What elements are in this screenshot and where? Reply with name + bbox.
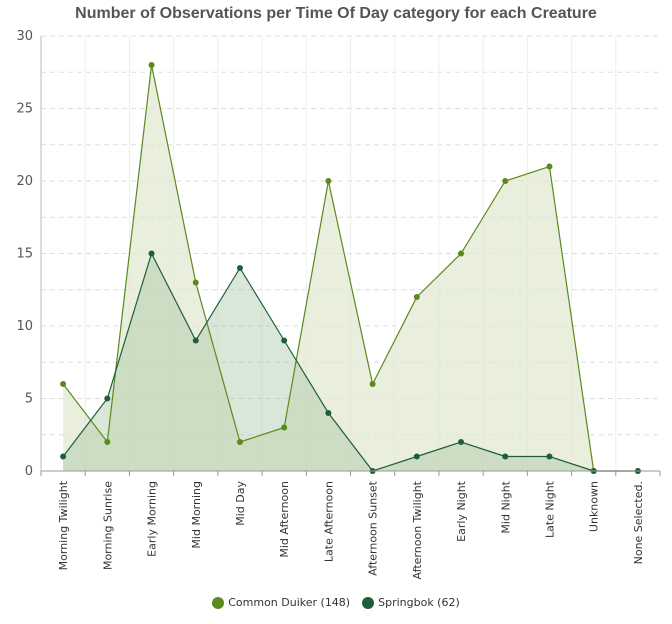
y-tick-label: 15 <box>16 247 33 262</box>
data-point <box>369 381 376 387</box>
y-tick-label: 0 <box>25 464 33 479</box>
x-tick-label: Early Morning <box>146 481 159 557</box>
x-tick-label: Mid Afternoon <box>278 481 291 558</box>
data-point <box>458 250 465 257</box>
data-point <box>325 178 332 184</box>
data-point <box>60 453 67 460</box>
data-point <box>236 265 243 271</box>
data-point <box>104 439 111 445</box>
series-lines <box>62 64 638 472</box>
legend-label: Common Duiker (148) <box>228 596 351 609</box>
data-point <box>413 453 420 460</box>
data-point <box>325 410 332 416</box>
series-line-1 <box>62 251 638 472</box>
data-point <box>60 381 67 387</box>
y-tick-labels: 0 5 10 15 20 25 30 <box>16 29 33 479</box>
data-point <box>502 178 509 184</box>
legend-marker-icon <box>362 596 375 609</box>
x-tick-label: Afternoon Twilight <box>411 480 424 579</box>
chart-title: Number of Observations per Time Of Day c… <box>75 5 597 22</box>
y-tick-label: 20 <box>16 174 33 189</box>
series-line-0 <box>62 64 638 472</box>
y-tick-label: 5 <box>25 392 33 407</box>
y-tick-label: 30 <box>16 29 33 44</box>
data-point <box>458 439 465 445</box>
x-tick-label: None Selected. <box>632 481 645 564</box>
x-tick-label: Morning Twilight <box>57 480 70 570</box>
series-area-0 <box>63 65 638 471</box>
data-point <box>192 337 199 344</box>
axes <box>40 36 661 476</box>
data-point <box>192 279 199 286</box>
x-tick-label: Mid Day <box>234 481 247 526</box>
series-points <box>60 62 641 474</box>
legend-marker-icon <box>212 596 225 609</box>
x-tick-labels: Morning Twilight Morning Sunrise Early Mor… <box>57 480 645 579</box>
legend-item[interactable]: Springbok (62) <box>362 596 460 609</box>
x-tick-label: Mid Night <box>499 480 512 533</box>
x-tick-label: Early Night <box>455 480 468 542</box>
legend-label: Springbok (62) <box>378 596 460 609</box>
data-point <box>502 453 509 460</box>
data-point <box>104 395 111 402</box>
x-tick-label: Mid Morning <box>190 481 203 549</box>
x-tick-label: Late Afternoon <box>322 481 335 562</box>
data-point <box>546 163 553 170</box>
x-tick-label: Morning Sunrise <box>101 481 114 570</box>
x-tick-label: Afternoon Sunset <box>367 480 380 576</box>
data-point <box>546 453 553 460</box>
data-point <box>281 424 288 431</box>
legend-item[interactable]: Common Duiker (148) <box>212 596 350 609</box>
y-tick-label: 25 <box>16 102 33 117</box>
series-areas <box>63 65 638 471</box>
x-tick-label: Late Night <box>543 480 556 538</box>
legend: Common Duiker (148) Springbok (62) <box>0 596 672 609</box>
data-point <box>236 439 243 445</box>
data-point <box>148 250 155 257</box>
data-point <box>281 337 288 344</box>
data-point <box>413 294 420 300</box>
y-tick-label: 10 <box>16 319 33 334</box>
data-point <box>148 62 155 68</box>
x-tick-label: Unknown <box>588 481 601 532</box>
series-area-1 <box>63 253 638 471</box>
